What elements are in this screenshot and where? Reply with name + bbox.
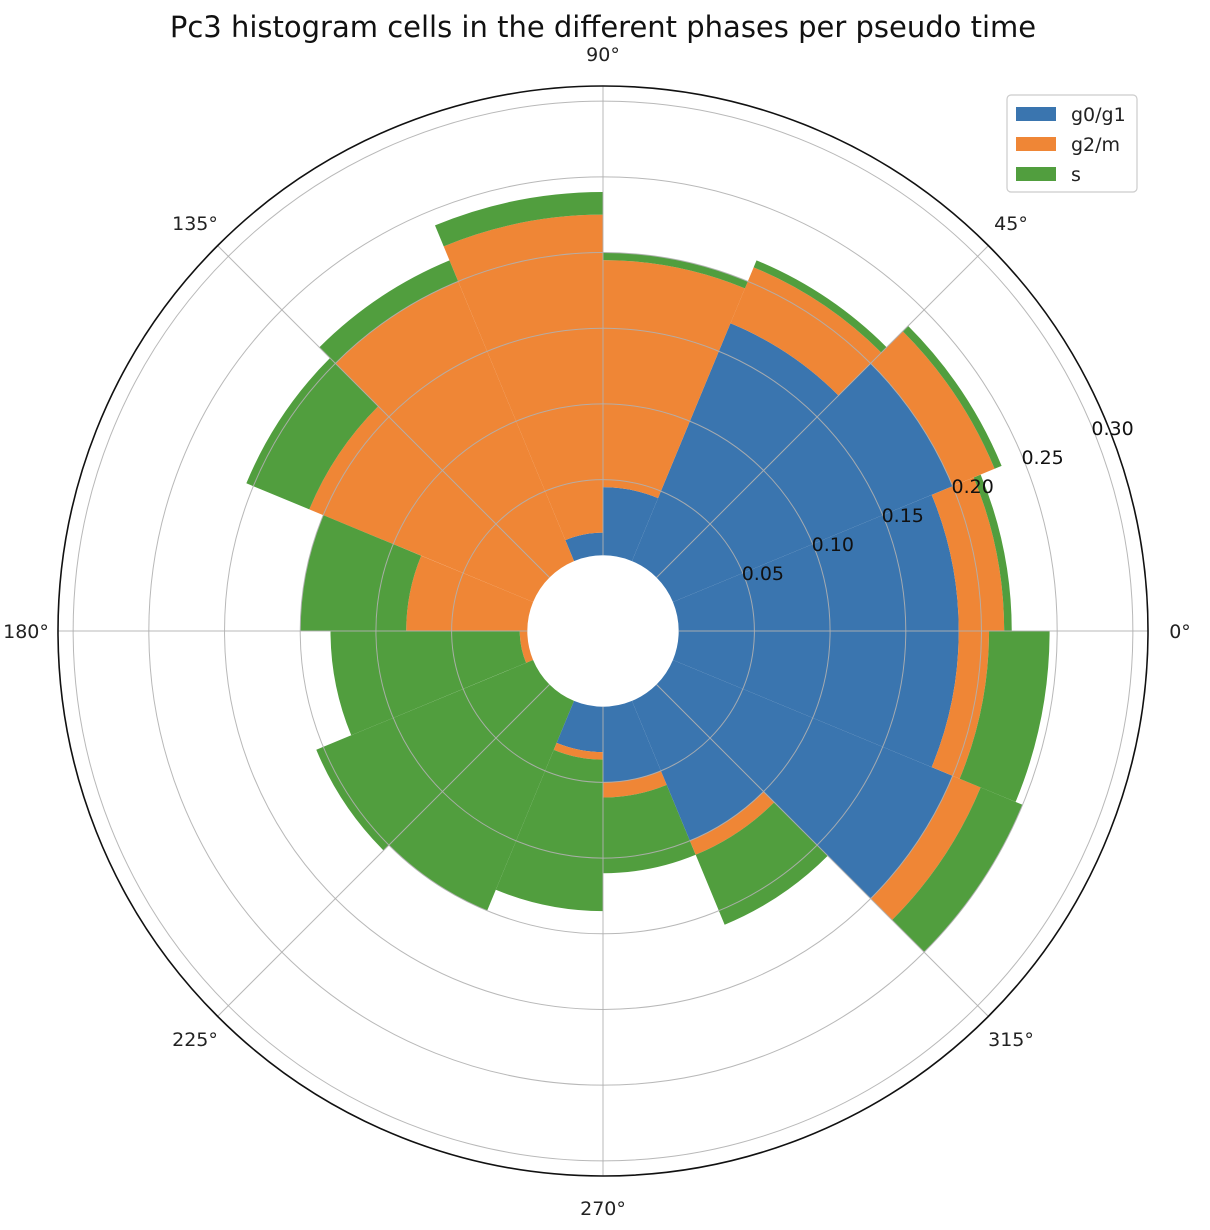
- bar-g2-m-bin-11: [553, 742, 603, 760]
- legend-items: g0/g1 g2/m s: [1016, 104, 1126, 186]
- bar-s-bin-5: [319, 260, 459, 364]
- bar-g2-m-bin-0: [931, 477, 1005, 631]
- r-labels: 0.05 0.10 0.15 0.20 0.25 0.30: [742, 418, 1134, 585]
- bar-s-bin-10: [388, 684, 575, 911]
- bar-g2-m-bin-8: [519, 631, 534, 663]
- r-tick-label: 0.20: [952, 476, 994, 498]
- theta-tick-label: 225°: [172, 1029, 218, 1051]
- legend-swatch-g0-g1: [1016, 107, 1056, 121]
- bar-s-bin-13: [695, 802, 828, 925]
- theta-tick-label: 180°: [3, 621, 49, 643]
- legend-swatch-s: [1016, 167, 1056, 181]
- theta-tick-label: 0°: [1169, 621, 1191, 643]
- legend: g0/g1 g2/m s: [1006, 94, 1138, 193]
- bar-g0-g1-bin-1: [656, 363, 953, 603]
- bar-s-bin-7: [300, 515, 422, 631]
- bar-g2-m-bin-3: [603, 260, 745, 499]
- legend-label-g0-g1: g0/g1: [1071, 104, 1126, 126]
- bar-g0-g1-bin-11: [556, 700, 603, 753]
- legend-label-s: s: [1071, 164, 1081, 186]
- bars-layer: [246, 191, 1050, 953]
- theta-tick-label: 315°: [988, 1029, 1034, 1051]
- theta-labels: 0° 45° 90° 135° 180° 225° 270° 315°: [3, 44, 1191, 1220]
- bar-s-bin-14: [892, 787, 1023, 953]
- bar-g2-m-bin-4: [443, 214, 603, 541]
- bar-g2-m-bin-12: [603, 770, 667, 798]
- bar-s-bin-2: [753, 260, 887, 353]
- bar-s-bin-8: [330, 631, 527, 736]
- theta-gridline-3: [217, 245, 550, 578]
- bar-g2-m-bin-1: [870, 331, 995, 487]
- legend-label-g2-m: g2/m: [1071, 134, 1120, 156]
- bar-g2-m-bin-6: [309, 406, 550, 603]
- theta-tick-label: 135°: [172, 213, 218, 235]
- bar-s-bin-3: [603, 252, 748, 289]
- bar-g2-m-bin-13: [689, 791, 775, 855]
- bar-s-bin-6: [246, 358, 379, 510]
- bar-s-bin-12: [603, 784, 696, 874]
- theta-gridline-1: [656, 245, 989, 578]
- bar-g0-g1-bin-15: [672, 631, 959, 768]
- bar-g2-m-bin-2: [730, 267, 882, 396]
- bar-s-bin-0: [973, 474, 1012, 631]
- theta-gridline-7: [656, 684, 989, 1017]
- bar-g0-g1-bin-14: [656, 659, 953, 899]
- bar-g2-m-bin-5: [335, 281, 575, 578]
- r-tick-label: 0.15: [882, 505, 924, 527]
- r-tick-label: 0.30: [1091, 418, 1133, 440]
- bar-g0-g1-bin-12: [603, 700, 661, 783]
- theta-tick-label: 45°: [994, 213, 1028, 235]
- chart-title: Pc3 histogram cells in the different pha…: [170, 10, 1036, 44]
- bar-g0-g1-bin-0: [672, 494, 959, 631]
- r-tick-label: 0.10: [812, 534, 854, 556]
- bar-g2-m-bin-15: [931, 631, 990, 779]
- bar-s-bin-15: [959, 631, 1050, 802]
- bar-g2-m-bin-14: [870, 775, 981, 921]
- bar-s-bin-9: [316, 659, 550, 851]
- theta-tick-label: 90°: [586, 44, 620, 66]
- bar-s-bin-11: [495, 749, 603, 912]
- legend-swatch-g2-m: [1016, 137, 1056, 151]
- bar-g2-m-bin-7: [406, 555, 534, 631]
- r-tick-label: 0.25: [1021, 447, 1063, 469]
- polar-frame: [57, 85, 1149, 1177]
- bar-g0-g1-bin-13: [631, 684, 764, 841]
- grid-layer: [58, 86, 1148, 1176]
- bar-g0-g1-bin-2: [631, 323, 839, 578]
- bar-g0-g1-bin-3: [603, 487, 659, 562]
- r-tick-label: 0.05: [742, 563, 784, 585]
- bar-s-bin-4: [434, 191, 603, 247]
- theta-gridline-5: [217, 684, 550, 1017]
- bar-s-bin-1: [902, 325, 1002, 469]
- bar-g0-g1-bin-4: [565, 532, 603, 562]
- theta-tick-label: 270°: [580, 1198, 626, 1220]
